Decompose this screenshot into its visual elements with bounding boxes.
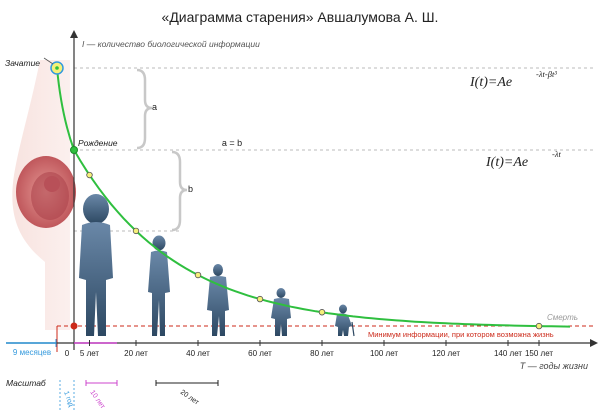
x-tick-label-80: 80 лет bbox=[310, 349, 334, 358]
conception-point bbox=[43, 57, 64, 75]
x-tick-label-150: 150 лет bbox=[525, 349, 553, 358]
brace-a-label: a bbox=[152, 102, 157, 112]
brace-a bbox=[136, 68, 153, 150]
x-tick-label-140: 140 лет bbox=[494, 349, 522, 358]
middle-aged-man-silhouette bbox=[271, 288, 291, 336]
scale-one-year-label: 1 год bbox=[62, 390, 74, 407]
curve-points bbox=[86, 171, 543, 330]
x-tick-label-60: 60 лет bbox=[248, 349, 272, 358]
x-axis-arrow-icon bbox=[590, 339, 598, 347]
curve-point-60 bbox=[256, 295, 264, 303]
information-curve bbox=[56, 67, 571, 328]
pregnant-woman-illustration bbox=[12, 60, 76, 330]
x-tick-label-40: 40 лет bbox=[186, 349, 210, 358]
conception-label: Зачатие bbox=[5, 58, 40, 68]
child-silhouette bbox=[79, 194, 113, 336]
x-tick-label-100: 100 лет bbox=[370, 349, 398, 358]
curve-point-40 bbox=[194, 271, 202, 279]
curve-point-80 bbox=[318, 309, 326, 316]
svg-text:I(t)=Ae: I(t)=Ae bbox=[469, 75, 512, 90]
curve-point-20 bbox=[132, 227, 140, 235]
x-axis-ticks: 5 лет 20 лет 40 лет 60 лет 80 лет 100 лет 120 … bbox=[80, 340, 553, 358]
svg-text:I(t)=Ae: I(t)=Ae bbox=[485, 155, 528, 170]
x-tick-label-20: 20 лет bbox=[124, 349, 148, 358]
death-label: Смерть bbox=[547, 313, 578, 322]
scale-label: Масштаб bbox=[6, 378, 47, 388]
a-equals-b-label: a = b bbox=[222, 138, 242, 148]
diagram-title: «Диаграмма старения» Авшалумова А. Ш. bbox=[162, 9, 439, 25]
brace-b bbox=[171, 150, 188, 232]
x-tick-label-5: 5 лет bbox=[80, 349, 100, 358]
y-axis-arrow-icon bbox=[70, 30, 78, 38]
age-silhouettes bbox=[79, 194, 355, 337]
brace-b-label: b bbox=[188, 184, 193, 194]
origin-label: 0 bbox=[65, 349, 70, 358]
elderly-man-silhouette bbox=[335, 304, 355, 337]
prenatal-label: 9 месяцев bbox=[13, 348, 51, 357]
adult-man-silhouette bbox=[207, 264, 229, 336]
x-axis-label: T — годы жизни bbox=[520, 361, 588, 371]
minimum-point bbox=[70, 322, 78, 330]
birth-point bbox=[70, 146, 78, 154]
curve-point-5 bbox=[86, 171, 93, 179]
scale-twenty-years-label: 20 лет bbox=[179, 389, 201, 407]
minimum-information-label: Минимум информации, при котором возможна… bbox=[368, 330, 554, 339]
formula-exponential: I(t)=Ae -λt bbox=[485, 149, 562, 170]
svg-text:-λt-βt³: -λt-βt³ bbox=[536, 69, 557, 79]
svg-text:-λt: -λt bbox=[552, 149, 562, 159]
formula-cubic: I(t)=Ae -λt-βt³ bbox=[469, 69, 557, 90]
x-tick-label-120: 120 лет bbox=[432, 349, 460, 358]
birth-label: Рождение bbox=[78, 138, 118, 148]
y-axis-label: I — количество биологической информации bbox=[82, 39, 260, 49]
scale-ten-years-label: 10 лет bbox=[88, 389, 106, 411]
curve-point-150 bbox=[535, 322, 543, 330]
